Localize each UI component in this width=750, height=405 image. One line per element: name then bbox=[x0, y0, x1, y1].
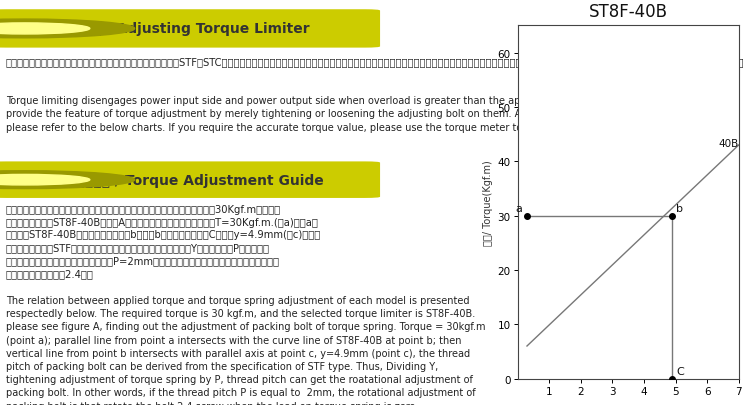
Circle shape bbox=[0, 24, 90, 35]
Text: C: C bbox=[676, 366, 684, 376]
Text: 使用扭力是指負荷超過此扭力時，入力側和出力側的傳達被脫離。STF、STC兩種機種具有調整扭力的機能，只要轉動兩機種的鎖緊螺帽就能簡單調整，但是無法表示出調整後的: 使用扭力是指負荷超過此扭力時，入力側和出力側的傳達被脫離。STF、STC兩種機種… bbox=[6, 57, 745, 67]
Circle shape bbox=[0, 171, 135, 189]
FancyBboxPatch shape bbox=[0, 10, 380, 49]
Circle shape bbox=[0, 20, 135, 39]
Text: 扭力限制器調整 / Adjusting Torque Limiter: 扭力限制器調整 / Adjusting Torque Limiter bbox=[44, 22, 310, 36]
Text: 40B: 40B bbox=[718, 139, 739, 148]
Y-axis label: 扭力/ Torque(Kgf.m): 扭力/ Torque(Kgf.m) bbox=[483, 160, 494, 245]
Text: b: b bbox=[676, 203, 683, 213]
Text: 使用扭力和扭力彈簧調整量的關係，依據機種逐一表示。例如，需求使用扭力為30Kgf.m，選定本
公司的扭力限制器ST8F-40B，於圖A求出扭力彈簧的鎖緊螺帽調整: 使用扭力和扭力彈簧調整量的關係，依據機種逐一表示。例如，需求使用扭力為30Kgf… bbox=[6, 204, 321, 278]
Text: The relation between applied torque and torque spring adjustment of each model i: The relation between applied torque and … bbox=[6, 295, 485, 405]
Text: a: a bbox=[515, 203, 522, 213]
Text: 扭力值調整使用例 / Torque Adjustment Guide: 扭力值調整使用例 / Torque Adjustment Guide bbox=[44, 173, 324, 187]
FancyBboxPatch shape bbox=[0, 162, 380, 198]
Circle shape bbox=[0, 175, 90, 185]
Text: Torque limiting disengages power input side and power output side when overload : Torque limiting disengages power input s… bbox=[6, 96, 672, 132]
Title: ST8F-40B: ST8F-40B bbox=[589, 3, 668, 21]
